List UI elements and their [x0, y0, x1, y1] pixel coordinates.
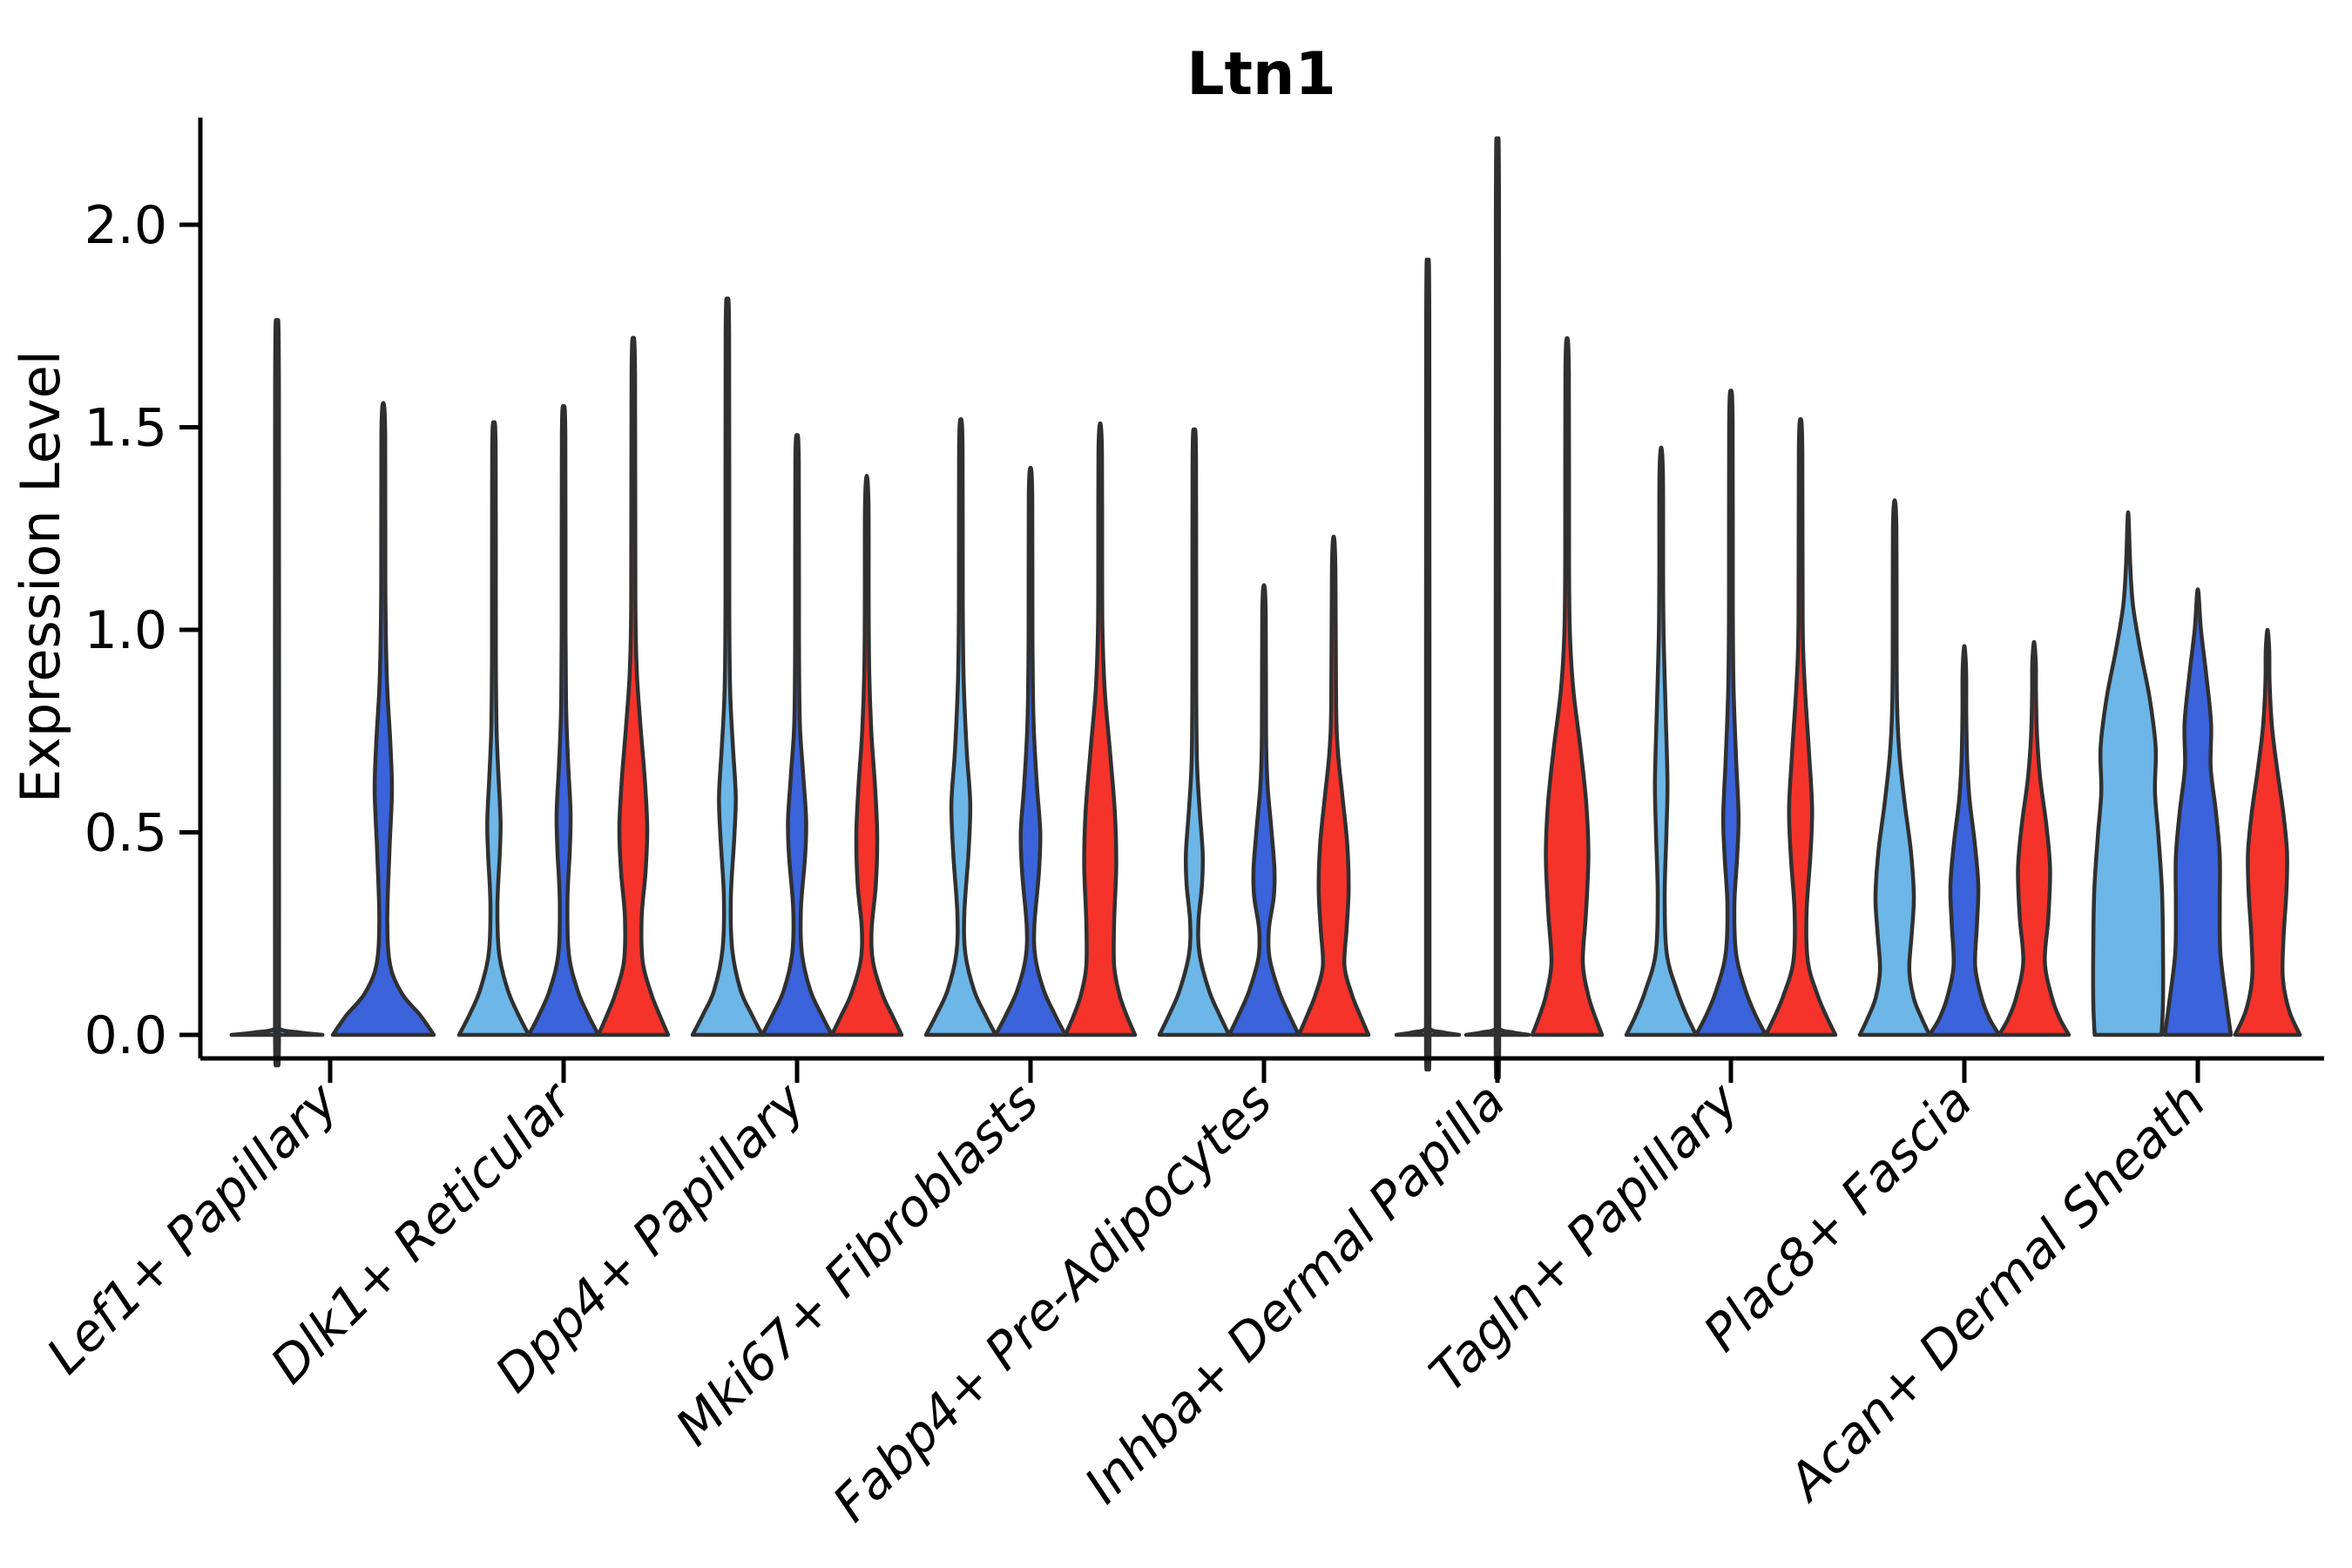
- violin-mki67-fibroblasts-s3: [1063, 421, 1138, 1037]
- violin-acan-dermal-sheath-s2: [2162, 587, 2234, 1037]
- violin-tagln-papillary-s1: [1624, 445, 1699, 1037]
- violin-plac8-fascia-s1: [1857, 497, 1932, 1037]
- violin-fabp4-pre-adipocytes-s3: [1296, 534, 1371, 1037]
- violin-lef1-papillary-s2: [330, 401, 436, 1037]
- violin-plac8-fascia-s2: [1927, 644, 2002, 1037]
- violin-inhba-dermal-papilla-s1: [1394, 257, 1462, 1072]
- violin-tagln-papillary-s2: [1693, 389, 1768, 1037]
- y-axis-ticks: 0.0 0.5 1.0 1.5 2.0: [84, 195, 200, 1066]
- x-category-label-inhba-dermal-papilla: Inhba+ Dermal Papilla: [1073, 1071, 1517, 1515]
- y-tick-label: 1.5: [84, 398, 167, 459]
- y-tick-label: 0.5: [84, 803, 167, 864]
- violin-dpp4-papillary-s1: [690, 296, 765, 1037]
- y-tick-label: 2.0: [84, 195, 167, 256]
- violin-fabp4-pre-adipocytes-s2: [1227, 583, 1301, 1037]
- violin-dpp4-papillary-s2: [760, 433, 835, 1037]
- y-tick-label: 1.0: [84, 600, 167, 661]
- violin-dlk1-reticular-s3: [596, 335, 671, 1037]
- y-tick-label: 0.0: [84, 1005, 167, 1066]
- violin-fabp4-pre-adipocytes-s1: [1157, 427, 1232, 1037]
- violin-inhba-dermal-papilla-s2: [1463, 136, 1531, 1080]
- violin-lef1-papillary-s1: [229, 318, 325, 1068]
- violin-mki67-fibroblasts-s2: [993, 465, 1068, 1037]
- x-category-label-fabp4-pre-adipocytes: Fabp4+ Pre-Adipocytes: [821, 1071, 1283, 1533]
- violin-plac8-fascia-s3: [1997, 639, 2072, 1037]
- violin-dlk1-reticular-s2: [526, 404, 601, 1037]
- violin-series: [229, 136, 2302, 1080]
- violin-tagln-papillary-s3: [1763, 416, 1838, 1037]
- violin-dpp4-papillary-s3: [829, 474, 904, 1037]
- violin-acan-dermal-sheath-s1: [2091, 510, 2166, 1037]
- violin-dlk1-reticular-s1: [456, 420, 531, 1037]
- violin-mki67-fibroblasts-s1: [923, 416, 998, 1037]
- violin-acan-dermal-sheath-s3: [2233, 627, 2302, 1037]
- violin-inhba-dermal-papilla-s3: [1530, 335, 1605, 1037]
- chart-title: Ltn1: [1186, 40, 1336, 109]
- y-axis-label: Expression Level: [9, 350, 72, 803]
- x-category-label-acan-dermal-sheath: Acan+ Dermal Sheath: [1774, 1071, 2217, 1514]
